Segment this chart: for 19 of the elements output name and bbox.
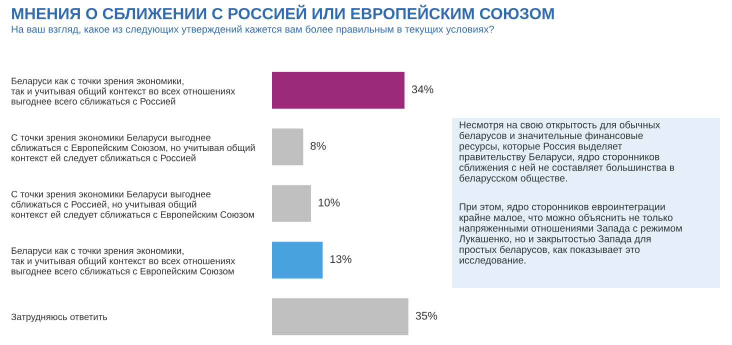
text: Несмотря на свою открытость для обычных беларусов и значительные финансовые ресурсы, которые Россия выделяет правительству Беларуси, ядро сторонников сближения с ней не составляет большинства в беларусском обществе. xyxy=(459,121,674,184)
chart-subtitle: На ваш взгляд, какое из следующих утверждений кажется вам более правильным в текущих условиях? xyxy=(12,25,494,35)
data-label: 35% xyxy=(416,312,438,320)
data-label: 34% xyxy=(412,85,434,94)
chart-title: МНЕНИЯ О СБЛИЖЕНИИ С РОССИЕЙ ИЛИ ЕВРОПЕЙСКИМ СОЮЗОМ xyxy=(12,4,554,20)
y-tick-label: С точки зрения экономики Беларуси выгоднее сближаться с Россией, но учитывая общий контекст ей следует сближаться с Европейским Союзом xyxy=(11,190,254,220)
bar xyxy=(272,128,304,166)
bar xyxy=(272,242,323,278)
y-tick-label: Затрудняюсь ответить xyxy=(11,314,108,322)
bar xyxy=(272,185,311,222)
bar xyxy=(272,298,408,336)
text: При этом, ядро сторонников евроинтеграции крайне малое, что можно объяснить не только напряженными отношениями Запада с режимом Лукашенко, но и закрытостью Запада для простых беларусов, как показывает это исследование. xyxy=(459,203,682,266)
y-tick-label: С точки зрения экономики Беларуси выгоднее сближаться с Европейским Союзом, но учитывая общий контекст ей следует сближаться с Россией xyxy=(11,134,255,164)
y-tick-label: Беларуси как с точки зрения экономики, так и учитывая общий контекст во всех отношениях выгоднее всего сближаться с Россией xyxy=(11,78,236,106)
data-label: 8% xyxy=(310,142,326,150)
y-tick-label: Беларуси как с точки зрения экономики, так и учитывая общий контекст во всех отношениях выгоднее всего сближаться с Европейским Союзом xyxy=(11,248,236,276)
bar xyxy=(272,72,404,109)
data-label: 13% xyxy=(330,255,352,264)
data-label: 10% xyxy=(318,198,340,206)
